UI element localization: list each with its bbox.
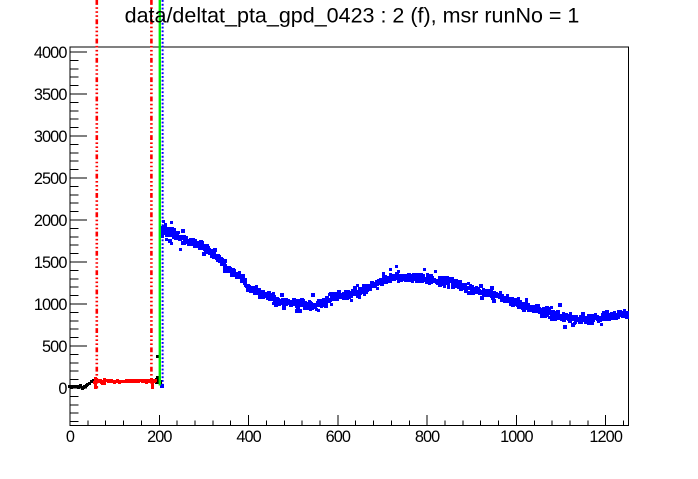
svg-text:4000: 4000 [34,44,67,62]
svg-text:3000: 3000 [34,128,67,146]
svg-text:1500: 1500 [34,254,67,272]
svg-text:1200: 1200 [589,428,622,446]
svg-text:200: 200 [147,428,172,446]
svg-text:1000: 1000 [500,428,533,446]
svg-text:1000: 1000 [34,296,67,314]
svg-text:600: 600 [326,428,351,446]
svg-text:2500: 2500 [34,170,67,188]
svg-text:3500: 3500 [34,86,67,104]
svg-text:0: 0 [58,380,67,398]
svg-text:0: 0 [66,428,75,446]
svg-text:2000: 2000 [34,212,67,230]
svg-text:400: 400 [236,428,261,446]
svg-text:800: 800 [415,428,440,446]
svg-text:data/deltat_pta_gpd_0423 : 2 (: data/deltat_pta_gpd_0423 : 2 (f), msr ru… [125,3,580,27]
svg-text:500: 500 [42,338,67,356]
